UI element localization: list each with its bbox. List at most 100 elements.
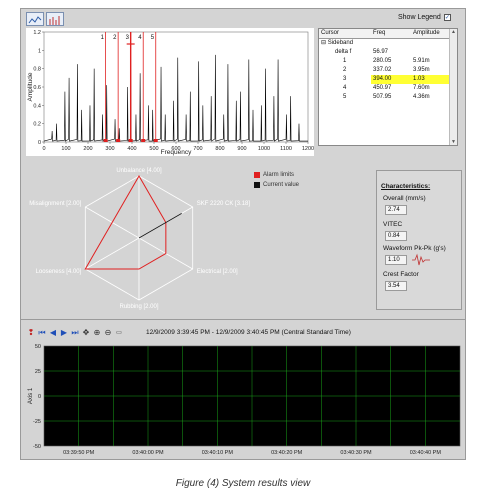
col-header-freq: Freq [373,30,386,36]
radar-axis-label: Misalignment [2.00] [29,201,81,207]
radar-axis-label: Looseness [4.00] [36,269,82,275]
cursor-label: 4 [138,35,142,41]
legend-alarm-label: Alarm limits [263,172,294,178]
step-back-icon[interactable]: ◀ [49,328,57,337]
radar-chart: Unbalance [4.00] SKF 2220 CK [3.18] Electr… [26,160,320,312]
x-tick-label: 400 [127,146,136,152]
y-tick-label: 0.2 [33,122,41,128]
spectrum-view-button[interactable] [46,12,64,26]
y-tick-label: 0.4 [33,103,41,109]
cursor-table: Cursor Freq Amplitude ⊟ Sideband delta f… [318,28,458,146]
x-tick-label: 1100 [280,146,292,152]
table-row[interactable]: 5 507.95 4.36m [319,93,457,102]
x-tick-label: 0 [42,146,45,152]
strip-y-tick-label: 50 [35,344,41,350]
overall-value: 2.74 [385,205,407,215]
collapse-icon[interactable]: ⊟ [321,40,328,46]
freq-cell: 507.95 [373,94,392,100]
zoom-fit-icon[interactable]: ▭ [116,330,122,336]
cursor-marker [116,139,121,142]
strip-x-tick-label: 03:40:30 PM [340,450,372,456]
alarm-limits-polygon [84,174,167,270]
freq-cell: 450.97 [373,85,392,91]
amplitude-cell [411,48,449,57]
table-row[interactable]: delta f 56.97 [319,48,457,57]
strip-x-tick-label: 03:40:20 PM [271,450,303,456]
strip-x-tick-label: 03:40:00 PM [132,450,164,456]
vitec-label: VITEC [383,221,403,228]
amplitude-cell: 1.03 [411,75,449,84]
current-value-polygon [138,213,182,239]
waveform-icon [412,253,430,266]
y-tick-label: 1 [38,48,41,54]
amplitude-cell: 3.95m [413,67,430,73]
table-row[interactable]: 3 394.00 1.03 [319,75,457,84]
show-legend-label: Show Legend [398,14,441,21]
cursor-cell: 1 [343,58,347,64]
cursor-cell: delta f [335,49,352,55]
x-tick-label: 300 [105,146,114,152]
time-range-label: 12/9/2009 3:39:45 PM - 12/9/2009 3:40:45… [146,329,351,336]
radar-axis-label: Electrical [2.00] [197,269,238,275]
x-tick-label: 500 [149,146,158,152]
freq-cell: 394.00 [371,75,411,84]
playback-controls: ❢ ⏮ ◀ ▶ ⏭ ✥ ⊕ ⊖ ▭ [26,327,124,339]
x-tick-label: 600 [171,146,180,152]
table-row[interactable]: 4 450.97 7.60m [319,84,457,93]
y-tick-label: 0.6 [33,85,41,91]
trend-view-button[interactable] [26,12,44,26]
y-tick-label: 0 [38,140,41,146]
x-tick-label: 100 [61,146,70,152]
col-header-cursor: Cursor [321,30,340,36]
strip-x-tick-label: 03:40:10 PM [202,450,234,456]
step-forward-icon[interactable]: ▶ [60,328,68,337]
scroll-down-icon[interactable]: ▼ [451,139,456,145]
radar-axis-label: SKF 2220 CK [3.18] [197,201,251,207]
zoom-in-icon[interactable]: ⊕ [93,328,101,337]
vitec-value: 0.84 [385,231,407,241]
table-row[interactable]: 2 337.02 3.95m [319,66,457,75]
x-tick-label: 700 [193,146,202,152]
show-legend-toggle[interactable]: Show Legend ✓ [398,14,451,21]
group-label: Sideband [327,40,354,46]
scroll-up-icon[interactable]: ▲ [451,29,456,35]
strip-chart: 50 25 0 -25 -50 03:39:50 PM 03:40:00 PM 03:40:1… [26,342,466,460]
zoom-out-icon[interactable]: ⊖ [104,328,112,337]
overall-label: Overall (mm/s) [383,195,426,202]
figure-caption: Figure (4) System results view [175,478,311,489]
show-legend-checkbox[interactable]: ✓ [443,14,451,21]
strip-y-tick-label: -25 [33,419,41,425]
alarm-swatch [254,172,260,178]
x-tick-label: 1000 [258,146,270,152]
crest-factor-label: Crest Factor [383,271,419,278]
cursor-marker [153,139,158,142]
skip-first-icon[interactable]: ⏮ [38,328,46,337]
amplitude-cell: 5.91m [413,58,430,64]
pan-icon[interactable]: ✥ [82,328,90,337]
spectrum-ylabel: Amplitude [27,72,34,101]
strip-y-tick-label: 25 [35,369,41,375]
table-scrollbar[interactable]: ▲ ▼ [449,29,457,145]
cursor-cell: 3 [343,76,347,82]
legend-alarm: Alarm limits [254,172,294,178]
cursor-label: 2 [113,35,117,41]
waveform-value: 1.10 [385,255,407,265]
freq-cell: 56.97 [373,49,389,55]
spectrum-icon [49,16,60,25]
amplitude-cell: 7.60m [413,85,430,91]
cursor-table-header: Cursor Freq Amplitude [319,29,457,39]
cursor-label: 1 [101,35,105,41]
skip-last-icon[interactable]: ⏭ [71,328,79,337]
cursor-label: 5 [151,35,155,41]
x-tick-label: 900 [237,146,246,152]
strip-x-tick-label: 03:39:50 PM [63,450,95,456]
amplitude-cell: 4.36m [413,94,430,100]
tree-group-row[interactable]: ⊟ Sideband [319,39,457,48]
cursor-marker [141,139,146,142]
cursor-cell: 5 [343,94,347,100]
record-icon[interactable]: ❢ [27,328,35,337]
spectrum-xlabel: Frequency [161,149,192,156]
table-row[interactable]: 1 280.05 5.91m [319,57,457,66]
spectrum-chart: 0 0.2 0.4 0.6 0.8 1 1.2 0 100 200 300 400 500 600 700 8… [26,28,314,156]
radar-axis-label: Rubbing [2.00] [119,304,158,310]
